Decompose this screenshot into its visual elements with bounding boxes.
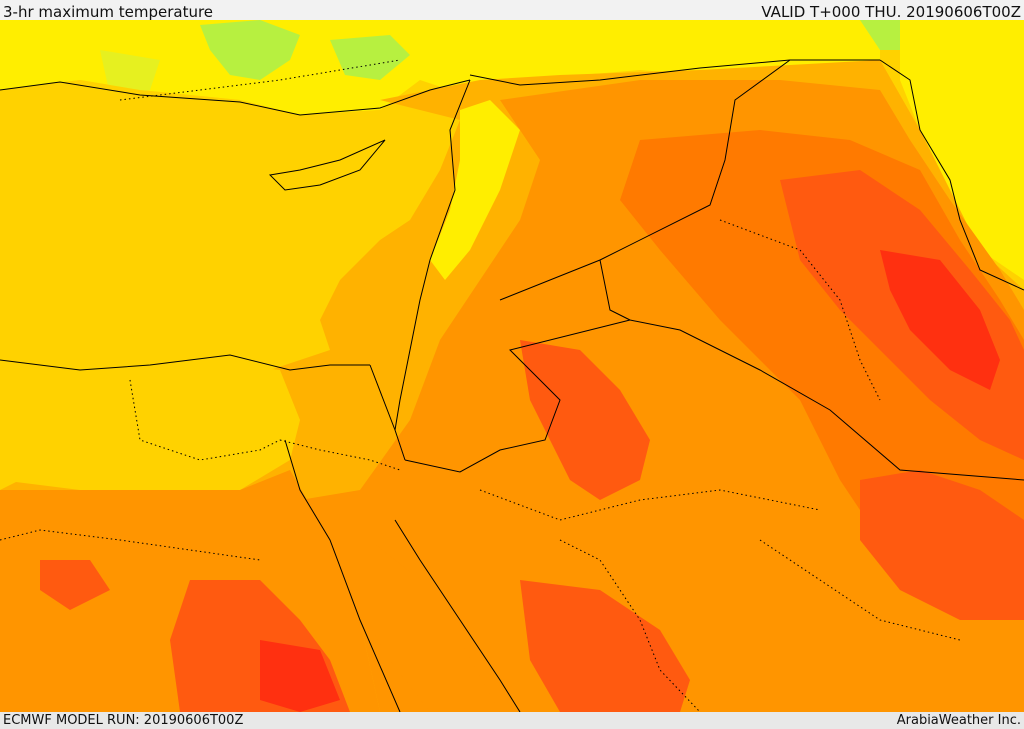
temperature-zone-redorange-nafud xyxy=(520,340,650,500)
map-canvas xyxy=(0,20,1024,712)
border-jordan-iraq xyxy=(599,259,631,321)
temperature-zone-redorange-south-3 xyxy=(520,580,690,712)
province-boundary-egypt xyxy=(129,379,281,461)
coast-turkey-south xyxy=(0,79,471,116)
temperature-zone-med-gold xyxy=(0,80,420,390)
coast-red-sea-east xyxy=(394,519,521,712)
coast-cyprus xyxy=(268,139,386,191)
border-iraq-iran xyxy=(879,59,1024,291)
province-boundary-iraq xyxy=(719,219,881,401)
temperature-zone-levant-yellow xyxy=(430,100,520,280)
temperature-zone-east-yellow xyxy=(900,20,1024,280)
temperature-zone-redorange-iraq xyxy=(780,170,1024,460)
temperature-zone-cool-green-1 xyxy=(200,20,300,80)
border-turkey-syria xyxy=(469,59,791,86)
footer-bar: ECMWF MODEL RUN: 20190606T00Z ArabiaWeat… xyxy=(0,712,1024,729)
province-boundary-east xyxy=(759,539,961,641)
temperature-zone-red-iraq xyxy=(880,250,1000,390)
coast-levant xyxy=(394,79,471,431)
border-iraq-saudi xyxy=(629,319,1024,481)
model-run-label: ECMWF MODEL RUN: 20190606T00Z xyxy=(3,713,244,728)
temperature-map[interactable] xyxy=(0,20,1024,712)
temperature-zone-cool-green-2 xyxy=(330,35,410,80)
temperature-zone-egypt-yellow xyxy=(0,360,300,490)
header-bar: 3-hr maximum temperature VALID T+000 THU… xyxy=(0,0,1024,21)
valid-time: VALID T+000 THU. 20190606T00Z xyxy=(761,3,1021,21)
coast-red-sea-west xyxy=(284,439,401,712)
temperature-zone-redorange-south-2 xyxy=(40,560,110,610)
province-boundary-sinai xyxy=(279,439,401,471)
coast-egypt-north xyxy=(0,354,370,371)
province-boundaries xyxy=(0,59,961,712)
province-boundary-saudi-north xyxy=(479,489,821,521)
temperature-zone-redorange-east xyxy=(860,470,1024,620)
border-jordan-saudi xyxy=(404,319,631,473)
province-boundary-sudan xyxy=(0,529,261,561)
province-boundary-saudi-mid xyxy=(559,539,701,712)
temperature-zone-red-south xyxy=(260,640,340,712)
country-borders xyxy=(0,59,1024,712)
map-title: 3-hr maximum temperature xyxy=(3,3,214,21)
temperature-zone-redsea xyxy=(330,540,500,712)
credit-label: ArabiaWeather Inc. xyxy=(896,713,1021,728)
temperature-zone-cool-green-3 xyxy=(100,50,160,95)
